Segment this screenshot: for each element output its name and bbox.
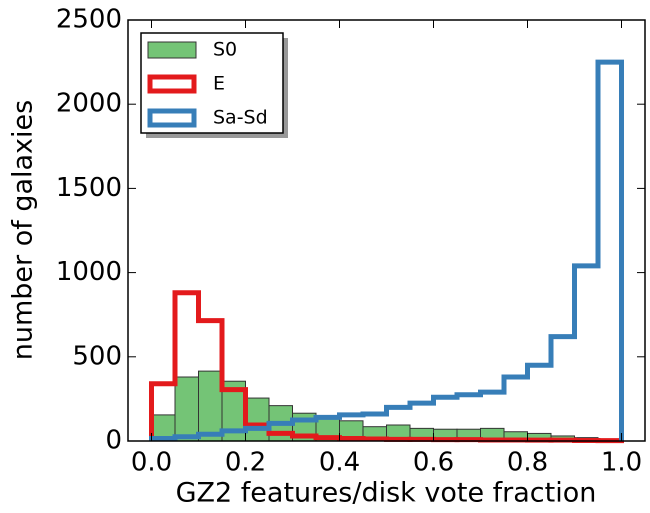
histogram-bar [174,376,199,442]
legend-swatch [147,41,197,59]
legend-label: S0 [213,39,237,61]
y-tick-label: 2000 [56,89,122,119]
x-tick-label: 1.0 [601,448,642,478]
legend-label: E [213,73,225,95]
x-tick-label: 0.8 [507,448,548,478]
legend-swatch [147,108,197,128]
histogram-bar [198,370,223,442]
legend-label: Sa-Sd [213,107,268,129]
y-tick-label: 0 [105,426,122,456]
y-tick-label: 2500 [56,5,122,35]
y-tick-label: 1500 [56,173,122,203]
x-tick-label: 0.0 [131,448,172,478]
legend-swatch [147,74,197,94]
y-tick-label: 1000 [56,257,122,287]
x-axis-label: GZ2 features/disk vote fraction [176,478,597,509]
histogram-bar [245,397,270,442]
plot-frame [127,19,646,442]
x-tick-label: 0.4 [319,448,360,478]
y-axis-label: number of galaxies [8,100,39,360]
x-tick-label: 0.6 [413,448,454,478]
y-tick-label: 500 [72,341,122,371]
x-tick-label: 0.2 [225,448,266,478]
